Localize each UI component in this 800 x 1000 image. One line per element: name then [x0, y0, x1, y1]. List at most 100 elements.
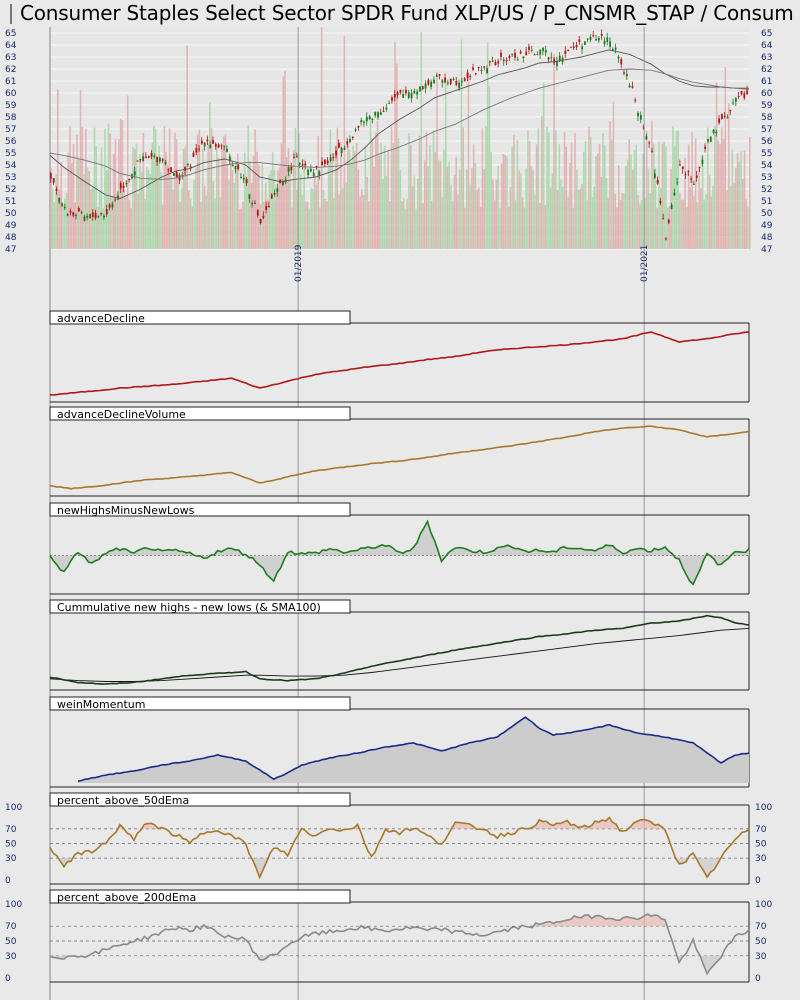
volume-bar: [322, 189, 325, 249]
candle-body: [203, 142, 206, 147]
volume-bar: [364, 147, 367, 249]
candle-body: [625, 73, 628, 77]
candle-body: [200, 140, 203, 144]
volume-bar: [486, 42, 489, 249]
candle-body: [242, 177, 245, 180]
volume-bar: [415, 208, 417, 249]
candle-body: [184, 167, 187, 171]
oversold-fill: [50, 955, 749, 974]
volume-bar: [703, 199, 706, 249]
candle-body: [133, 171, 136, 176]
panel-title-tab: [49, 310, 351, 325]
volume-bar: [717, 140, 720, 249]
price-y-tick-right: 64: [761, 41, 773, 51]
candle-body: [511, 54, 514, 56]
volume-bar: [333, 198, 335, 249]
volume-bar: [233, 183, 236, 249]
candle-body: [617, 56, 620, 59]
price-y-tick-right: 62: [761, 65, 772, 75]
volume-bar: [347, 145, 349, 249]
candle-body: [455, 80, 458, 85]
volume-bar: [292, 150, 295, 249]
price-y-tick-left: 47: [5, 245, 16, 255]
volume-bar: [84, 128, 87, 249]
volume-bar: [392, 142, 395, 249]
volume-bar: [689, 187, 692, 249]
volume-bar: [202, 148, 204, 249]
volume-bar: [423, 160, 426, 249]
volume-bar: [499, 208, 501, 249]
volume-bar: [186, 45, 188, 249]
volume-bar: [83, 174, 85, 249]
volume-bar: [638, 204, 641, 249]
volume-bar: [271, 152, 274, 249]
volume-bar: [389, 200, 391, 249]
candle-body: [430, 81, 433, 88]
candle-body: [553, 58, 556, 64]
volume-bar: [140, 172, 143, 249]
candle-body: [391, 97, 393, 101]
candle-body: [296, 156, 298, 158]
volume-bar: [488, 86, 491, 249]
volume-bar: [631, 169, 634, 249]
percent-y-tick-right: 0: [755, 876, 761, 886]
volume-bar: [719, 144, 721, 249]
candle-body: [433, 79, 435, 84]
volume-bar: [142, 132, 145, 249]
volume-bar: [409, 144, 412, 249]
volume-bar: [457, 194, 459, 249]
volume-bar: [313, 175, 316, 249]
candle-body: [595, 39, 598, 41]
candle-body: [214, 143, 217, 147]
volume-bar: [624, 165, 627, 249]
candle-body: [637, 112, 639, 117]
volume-bar: [736, 152, 739, 249]
volume-bar: [285, 157, 288, 249]
volume-bar: [633, 150, 636, 249]
candle-body: [220, 145, 223, 147]
price-y-tick-right: 50: [761, 209, 773, 219]
candle-body: [340, 147, 343, 153]
volume-bar: [586, 200, 589, 249]
candle-body: [592, 35, 595, 37]
candle-body: [735, 98, 737, 102]
volume-bar: [298, 132, 300, 249]
candle-body: [103, 215, 105, 218]
candle-body: [153, 155, 156, 157]
candle-body: [620, 59, 623, 65]
candle-body: [558, 55, 561, 62]
price-y-tick-left: 53: [5, 173, 16, 183]
volume-bar: [640, 199, 643, 249]
volume-bar: [331, 153, 333, 249]
candle-body: [419, 86, 421, 92]
volume-bar: [666, 207, 669, 249]
percent-y-tick-right: 70: [755, 825, 767, 835]
volume-bar: [375, 132, 377, 249]
candle-body: [544, 49, 547, 53]
candle-body: [248, 194, 251, 199]
candle-body: [497, 61, 500, 64]
candle-body: [410, 92, 413, 99]
candle-body: [634, 99, 637, 101]
price-y-tick-right: 49: [761, 221, 773, 231]
volume-bar: [98, 190, 101, 249]
candle-body: [223, 145, 226, 147]
volume-bar: [163, 125, 166, 249]
series-line-4: [49, 614, 750, 685]
candle-body: [516, 59, 519, 61]
volume-bar: [401, 200, 403, 249]
candle-body: [502, 59, 505, 62]
candle-body: [374, 111, 377, 116]
volume-bar: [686, 207, 688, 249]
candle-body: [743, 93, 746, 99]
candle-body: [438, 74, 441, 76]
volume-bar: [616, 207, 618, 249]
candle-body: [628, 85, 631, 88]
volume-bar: [219, 197, 222, 249]
candle-body: [293, 157, 296, 159]
volume-bar: [81, 127, 84, 249]
volume-bar: [236, 153, 239, 249]
candle-body: [690, 178, 693, 180]
candle-body: [145, 156, 147, 158]
volume-bar: [179, 201, 181, 249]
